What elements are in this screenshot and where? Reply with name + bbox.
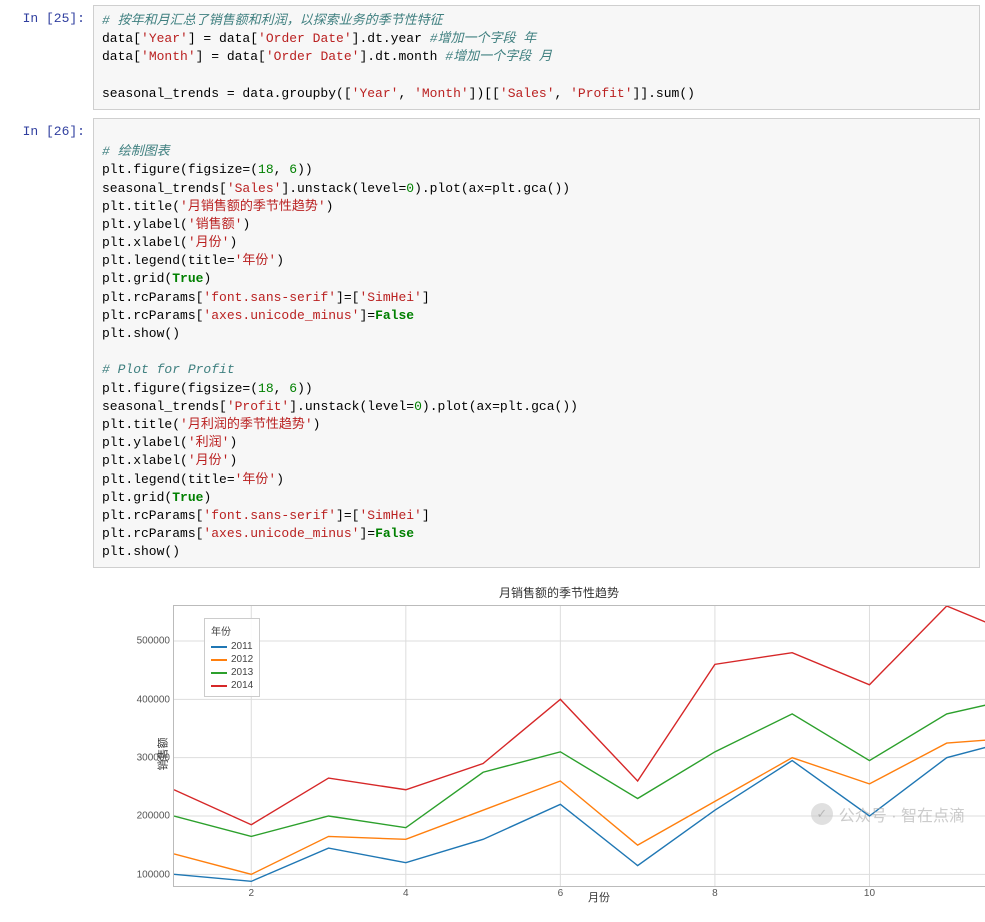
legend-swatch — [211, 659, 227, 661]
watermark-text: 公众号 · 智在点滴 — [839, 802, 965, 826]
legend-label: 2011 — [231, 640, 253, 653]
legend-swatch — [211, 672, 227, 674]
legend-label: 2012 — [231, 653, 253, 666]
legend-item: 2013 — [211, 666, 253, 679]
legend-swatch — [211, 685, 227, 687]
watermark: ✓ 公众号 · 智在点滴 — [811, 802, 965, 826]
x-tick-label: 8 — [712, 888, 718, 899]
legend-swatch — [211, 646, 227, 648]
code-input-26[interactable]: # 绘制图表 plt.figure(figsize=(18, 6)) seaso… — [93, 118, 980, 569]
y-tick-label: 100000 — [137, 869, 170, 880]
legend-item: 2011 — [211, 640, 253, 653]
cell-prompt: In [25]: — [5, 5, 93, 110]
legend-item: 2014 — [211, 679, 253, 692]
sales-chart: 销售额 年份 2011201220132014 2468101210000020… — [173, 605, 985, 887]
legend-label: 2014 — [231, 679, 253, 692]
chart-legend: 年份 2011201220132014 — [204, 618, 260, 697]
code-cell-26: In [26]: # 绘制图表 plt.figure(figsize=(18, … — [5, 118, 980, 569]
code-input-25[interactable]: # 按年和月汇总了销售额和利润，以探索业务的季节性特征 data['Year']… — [93, 5, 980, 110]
chart-svg — [174, 606, 985, 886]
code-cell-25: In [25]: # 按年和月汇总了销售额和利润，以探索业务的季节性特征 dat… — [5, 5, 980, 110]
y-tick-label: 500000 — [137, 636, 170, 647]
x-tick-label: 6 — [558, 888, 564, 899]
legend-title: 年份 — [211, 623, 253, 638]
legend-item: 2012 — [211, 653, 253, 666]
y-tick-label: 300000 — [137, 753, 170, 764]
x-tick-label: 2 — [248, 888, 254, 899]
legend-label: 2013 — [231, 666, 253, 679]
wechat-icon: ✓ — [811, 803, 833, 825]
output-cell-26: 月销售额的季节性趋势 销售额 年份 2011201220132014 24681… — [5, 576, 980, 909]
cell-prompt: In [26]: — [5, 118, 93, 569]
chart-title: 月销售额的季节性趋势 — [93, 584, 985, 601]
x-tick-label: 4 — [403, 888, 409, 899]
output-area: 月销售额的季节性趋势 销售额 年份 2011201220132014 24681… — [93, 576, 985, 909]
x-tick-label: 10 — [864, 888, 875, 899]
output-prompt — [5, 576, 93, 909]
y-tick-label: 200000 — [137, 811, 170, 822]
y-tick-label: 400000 — [137, 694, 170, 705]
